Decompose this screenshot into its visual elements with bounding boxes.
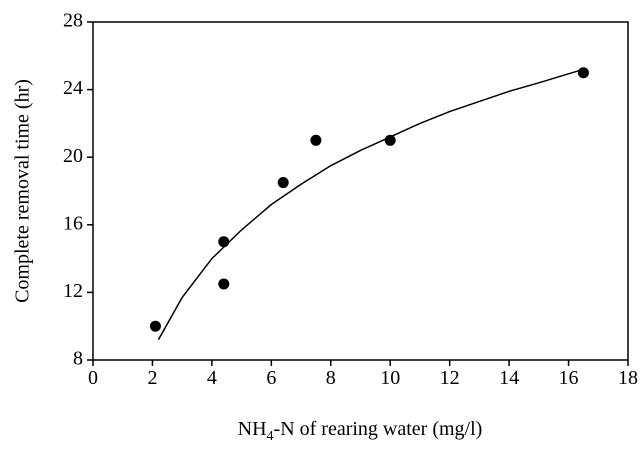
fit-curve (157, 68, 584, 341)
data-point (149, 320, 161, 332)
x-tick-label: 2 (147, 367, 157, 389)
plot-frame (92, 21, 629, 361)
data-point (310, 134, 322, 146)
x-tick-label: 6 (266, 367, 276, 389)
data-point (218, 236, 230, 248)
x-tick-label: 10 (380, 367, 400, 389)
y-axis-label: Complete removal time (hr) (12, 79, 34, 303)
x-label-sub: 4 (267, 429, 274, 444)
x-tick-label: 16 (559, 367, 579, 389)
y-tick-label: 16 (63, 212, 83, 234)
x-tick-label: 18 (618, 367, 638, 389)
x-tick-label: 0 (88, 367, 98, 389)
x-label-rest: -N of rearing water (mg/l) (274, 418, 483, 440)
x-label-main: NH (238, 418, 267, 440)
y-tick-label: 12 (63, 280, 83, 302)
data-point (218, 278, 230, 290)
data-point (277, 177, 289, 189)
y-tick-label: 24 (63, 77, 83, 99)
x-tick-label: 12 (440, 367, 460, 389)
x-tick-label: 8 (326, 367, 336, 389)
x-axis-label: NH4-N of rearing water (mg/l) (238, 418, 483, 444)
x-tick-label: 14 (499, 367, 519, 389)
y-tick-label: 20 (63, 145, 83, 167)
y-tick-label: 28 (63, 10, 83, 32)
x-tick-label: 4 (207, 367, 217, 389)
data-point (577, 67, 589, 79)
y-tick-label: 8 (73, 348, 83, 370)
